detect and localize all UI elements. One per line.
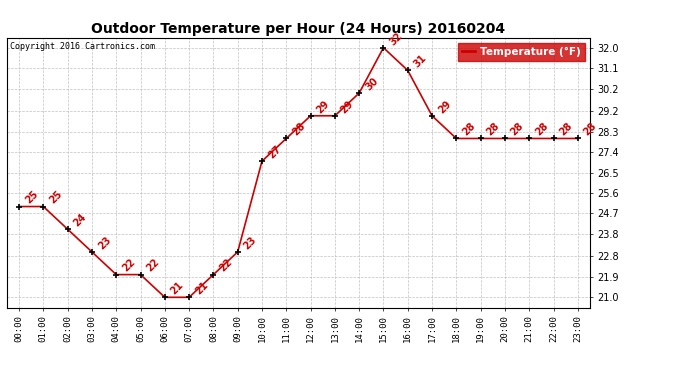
- Text: 28: 28: [533, 121, 550, 138]
- Text: 28: 28: [290, 121, 307, 138]
- Text: 31: 31: [412, 53, 428, 70]
- Text: 29: 29: [339, 98, 355, 115]
- Text: 30: 30: [364, 76, 380, 92]
- Text: 22: 22: [217, 257, 234, 274]
- Text: 29: 29: [315, 98, 331, 115]
- Text: 32: 32: [388, 30, 404, 47]
- Text: 25: 25: [48, 189, 64, 206]
- Text: 28: 28: [558, 121, 574, 138]
- Text: 23: 23: [96, 234, 112, 251]
- Legend: Temperature (°F): Temperature (°F): [458, 43, 584, 61]
- Text: 25: 25: [23, 189, 40, 206]
- Text: 22: 22: [120, 257, 137, 274]
- Text: 27: 27: [266, 144, 283, 160]
- Text: 22: 22: [145, 257, 161, 274]
- Text: 28: 28: [509, 121, 526, 138]
- Text: 24: 24: [72, 212, 88, 228]
- Text: 28: 28: [460, 121, 477, 138]
- Text: 21: 21: [169, 280, 186, 297]
- Text: 28: 28: [485, 121, 502, 138]
- Text: 29: 29: [436, 98, 453, 115]
- Text: Copyright 2016 Cartronics.com: Copyright 2016 Cartronics.com: [10, 42, 155, 51]
- Text: 28: 28: [582, 121, 599, 138]
- Text: 21: 21: [193, 280, 210, 297]
- Title: Outdoor Temperature per Hour (24 Hours) 20160204: Outdoor Temperature per Hour (24 Hours) …: [91, 22, 506, 36]
- Text: 23: 23: [242, 234, 259, 251]
